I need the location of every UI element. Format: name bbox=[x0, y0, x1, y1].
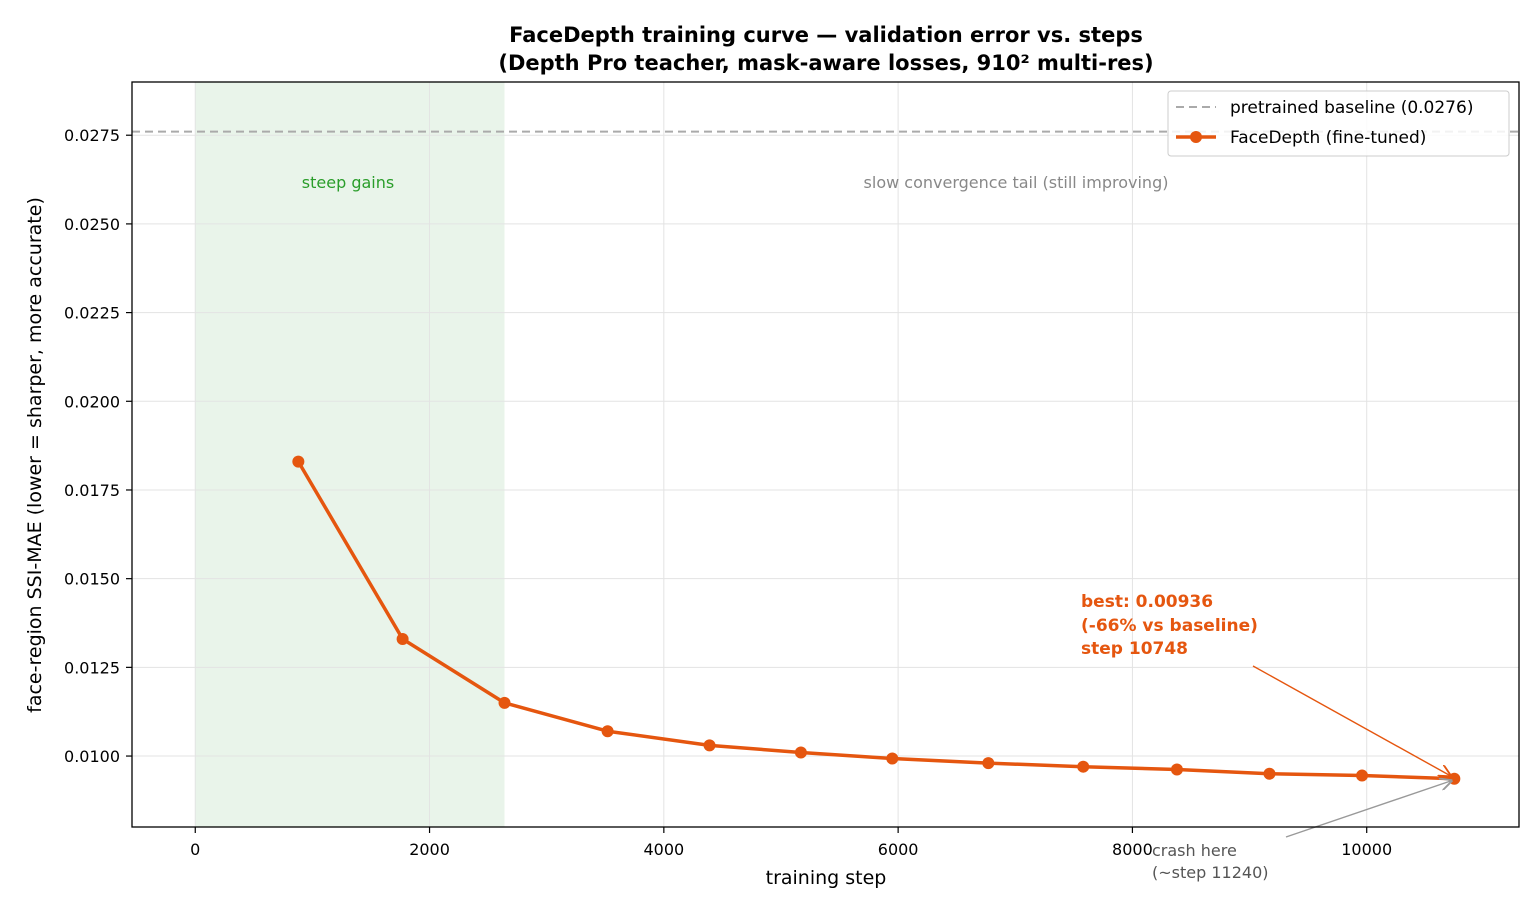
data-point-9 bbox=[1170, 763, 1183, 776]
data-point-7 bbox=[982, 757, 995, 770]
crash-annotation: crash here (~step 11240) bbox=[1152, 781, 1451, 882]
y-ticks: 0.0100 0.0125 0.0150 0.0175 0.0200 0.0225 0.02… bbox=[64, 126, 132, 766]
data-point-0 bbox=[292, 455, 305, 468]
legend-baseline-label: pretrained baseline (0.0276) bbox=[1230, 98, 1473, 118]
y-tick-label-1: 0.0125 bbox=[64, 658, 120, 677]
shaded-region-layer bbox=[195, 82, 505, 827]
legend-series-label: FaceDepth (fine-tuned) bbox=[1230, 128, 1426, 148]
data-point-5 bbox=[794, 746, 807, 759]
crash-annotation-line-2: (~step 11240) bbox=[1152, 863, 1268, 882]
data-point-6 bbox=[886, 752, 899, 765]
best-annotation-line-3: step 10748 bbox=[1081, 639, 1188, 659]
x-ticks: 0 2000 4000 6000 8000 10000 bbox=[190, 827, 1392, 859]
y-tick-label-7: 0.0275 bbox=[64, 126, 120, 145]
x-tick-label-4: 8000 bbox=[1112, 840, 1153, 859]
y-tick-label-5: 0.0225 bbox=[64, 304, 120, 323]
chart-title-line-2: (Depth Pro teacher, mask-aware losses, 9… bbox=[498, 51, 1153, 75]
legend: pretrained baseline (0.0276) FaceDepth (… bbox=[1167, 90, 1510, 157]
chart-title-line-1: FaceDepth training curve — validation er… bbox=[509, 23, 1143, 47]
x-tick-label-0: 0 bbox=[190, 840, 200, 859]
x-tick-label-5: 10000 bbox=[1341, 840, 1392, 859]
best-annotation-line-2: (-66% vs baseline) bbox=[1081, 616, 1258, 636]
x-tick-label-3: 6000 bbox=[878, 840, 919, 859]
data-point-8 bbox=[1077, 760, 1090, 773]
y-tick-label-2: 0.0150 bbox=[64, 570, 120, 589]
y-tick-label-6: 0.0250 bbox=[64, 215, 120, 234]
data-point-4 bbox=[703, 739, 716, 752]
x-axis-label: training step bbox=[766, 867, 887, 889]
steep-gains-region bbox=[195, 82, 505, 827]
data-point-3 bbox=[601, 725, 614, 738]
y-axis-label: face-region SSI-MAE (lower = sharper, mo… bbox=[24, 197, 46, 713]
steep-gains-label: steep gains bbox=[302, 173, 394, 192]
plot-frame bbox=[131, 81, 1520, 828]
best-annotation-line-1: best: 0.00936 bbox=[1081, 592, 1213, 612]
x-tick-label-1: 2000 bbox=[409, 840, 450, 859]
y-tick-label-3: 0.0175 bbox=[64, 481, 120, 500]
y-tick-label-4: 0.0200 bbox=[64, 392, 120, 411]
legend-series-marker bbox=[1190, 131, 1202, 143]
data-point-12 bbox=[1448, 772, 1461, 785]
data-point-2 bbox=[498, 696, 511, 709]
best-annotation-arrow bbox=[1252, 665, 1450, 776]
series-layer bbox=[292, 455, 1461, 785]
best-annotation: best: 0.00936 (-66% vs baseline) step 10… bbox=[1081, 592, 1450, 776]
data-point-10 bbox=[1263, 767, 1276, 780]
data-point-11 bbox=[1356, 769, 1369, 782]
y-tick-label-0: 0.0100 bbox=[64, 747, 120, 766]
x-tick-label-2: 4000 bbox=[643, 840, 684, 859]
data-point-1 bbox=[396, 632, 409, 645]
crash-annotation-arrow bbox=[1285, 781, 1451, 838]
crash-annotation-line-1: crash here bbox=[1152, 841, 1237, 860]
legend-box bbox=[1167, 90, 1510, 157]
slow-convergence-label: slow convergence tail (still improving) bbox=[864, 173, 1169, 192]
